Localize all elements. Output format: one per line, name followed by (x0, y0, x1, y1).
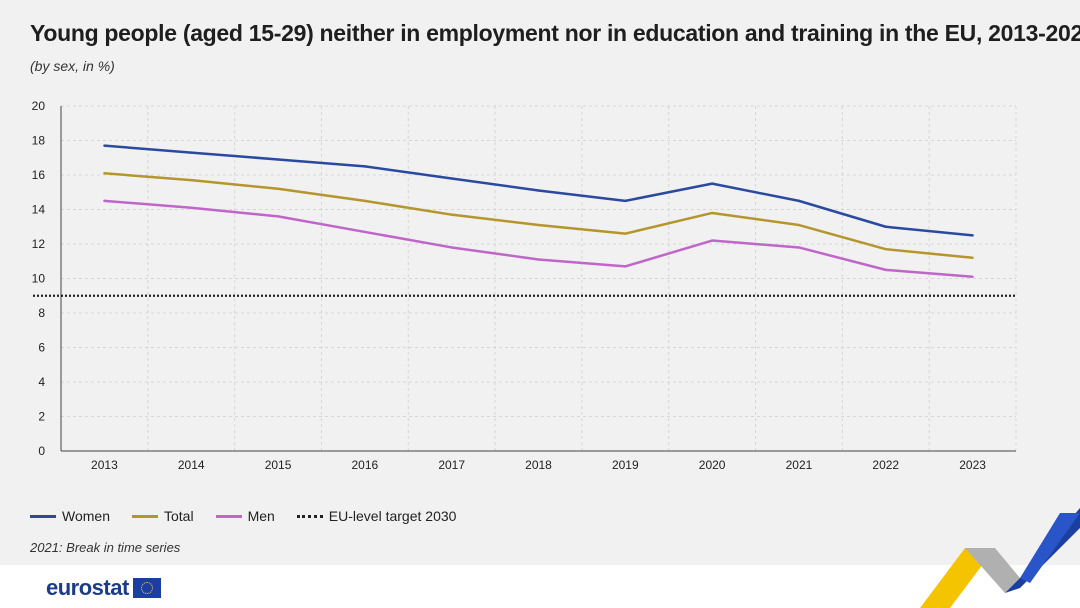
y-tick-label: 10 (32, 272, 46, 286)
y-tick-label: 6 (38, 341, 45, 355)
data-point-women (363, 165, 367, 168)
y-tick-label: 12 (32, 237, 46, 251)
data-point-men (710, 239, 714, 242)
x-tick-label: 2019 (612, 458, 639, 472)
data-point-women (276, 158, 280, 161)
legend-item-target[interactable]: EU-level target 2030 (296, 508, 457, 524)
chart-subtitle: (by sex, in %) (30, 58, 115, 74)
legend-label-total: Total (163, 508, 194, 524)
data-point-women (971, 234, 974, 237)
legend: Women Total Men EU-level target 2030 (30, 508, 478, 524)
y-tick-label: 2 (38, 410, 45, 424)
data-point-women (537, 189, 540, 192)
data-point-women (884, 225, 887, 228)
x-tick-label: 2020 (699, 458, 726, 472)
data-point-total (710, 211, 714, 215)
x-tick-label: 2016 (352, 458, 379, 472)
chart-title: Young people (aged 15-29) neither in emp… (30, 20, 1080, 46)
grid-layer (61, 105, 1017, 451)
data-point-men (190, 206, 193, 209)
data-point-total (276, 187, 280, 190)
axis-layer: 0 2 4 6 8 10 12 14 16 18 20 2013 2014 2015 2016 2017 201… (32, 99, 1016, 472)
legend-label-target: EU-level target 2030 (328, 508, 457, 524)
data-point-men (971, 275, 974, 278)
data-point-women (624, 199, 627, 203)
data-point-men (884, 268, 887, 272)
data-point-women (190, 151, 193, 154)
corner-decoration (920, 508, 1080, 608)
x-tick-label: 2023 (959, 458, 986, 472)
data-point-total (537, 223, 540, 227)
x-tick-label: 2018 (525, 458, 552, 472)
y-tick-label: 16 (32, 168, 46, 182)
data-point-men (103, 199, 106, 203)
y-tick-label: 20 (32, 99, 46, 113)
data-point-total (797, 223, 801, 227)
legend-swatch-women (30, 514, 56, 518)
data-point-total (624, 232, 627, 235)
data-point-men (363, 230, 367, 234)
break-note: 2021: Break in time series (30, 540, 181, 555)
legend-swatch-men (215, 514, 242, 518)
data-point-total (363, 199, 367, 203)
series-layer (103, 144, 974, 279)
legend-swatch-total (131, 514, 158, 518)
y-tick-label: 18 (32, 134, 46, 148)
legend-item-women[interactable]: Women (30, 508, 110, 524)
data-point-total (971, 256, 974, 259)
data-point-women (710, 182, 714, 185)
x-tick-label: 2014 (178, 458, 205, 472)
data-point-total (884, 247, 887, 251)
x-tick-label: 2013 (91, 458, 118, 472)
legend-label-women: Women (62, 508, 110, 524)
y-tick-label: 4 (38, 375, 45, 389)
line-chart: 0 2 4 6 8 10 12 14 16 18 20 2013 2014 2015 2016 2017 201… (32, 99, 1017, 472)
legend-swatch-target (296, 514, 323, 518)
x-tick-label: 2022 (872, 458, 899, 472)
data-point-men (276, 215, 280, 218)
data-point-total (190, 178, 193, 182)
data-point-men (624, 265, 627, 268)
data-point-total (450, 213, 453, 216)
legend-item-men[interactable]: Men (215, 508, 275, 524)
legend-item-total[interactable]: Total (131, 508, 194, 524)
y-tick-label: 0 (38, 444, 45, 458)
logo-text: eurostat (46, 575, 129, 600)
legend-label-men: Men (247, 508, 275, 524)
data-point-women (103, 144, 106, 147)
data-point-total (103, 172, 106, 175)
y-tick-label: 14 (32, 203, 46, 217)
x-tick-label: 2021 (786, 458, 813, 472)
eurostat-logo[interactable]: eurostat (46, 575, 161, 601)
data-point-women (797, 199, 801, 203)
data-point-men (797, 246, 801, 249)
x-tick-label: 2017 (438, 458, 465, 472)
footer-band (0, 565, 1080, 608)
y-tick-label: 8 (38, 306, 45, 320)
x-tick-label: 2015 (265, 458, 292, 472)
data-point-women (450, 177, 453, 180)
data-point-men (537, 258, 540, 261)
data-point-men (450, 246, 453, 249)
eu-flag-icon (132, 578, 161, 598)
